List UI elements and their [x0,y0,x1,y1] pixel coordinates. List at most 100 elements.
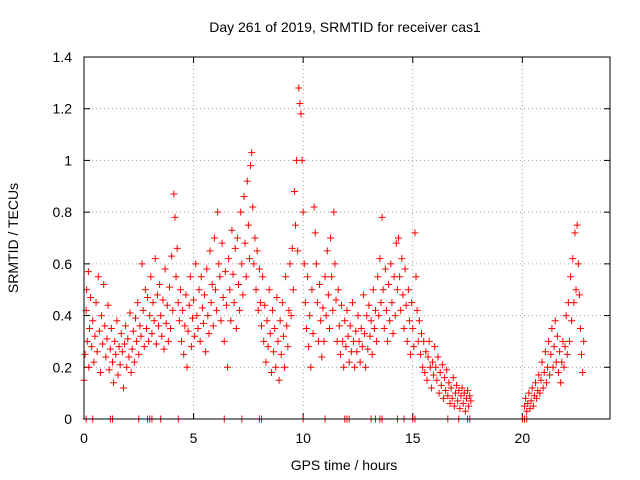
data-point [407,350,415,358]
data-point [106,345,114,353]
data-point [467,397,475,405]
data-point [450,402,458,410]
data-point [215,260,223,268]
data-point [408,299,416,307]
data-point [550,343,558,351]
data-point [545,337,553,345]
data-point [430,371,438,379]
data-point [244,221,252,229]
data-point [575,291,583,299]
plot-frame [83,56,611,420]
data-point [124,335,132,343]
data-point [548,325,556,332]
data-point [148,330,156,338]
y-tick-label: 0.4 [53,308,73,324]
data-point [243,177,251,185]
data-point [250,260,258,268]
data-point [265,286,273,294]
data-point [178,337,186,345]
data-point [181,322,189,330]
data-points [80,84,588,423]
data-point [366,332,374,340]
data-point [384,337,392,345]
data-point [363,312,371,320]
data-point [392,239,400,247]
data-point [196,337,204,345]
data-point [358,343,366,351]
data-point [230,299,238,307]
data-point [146,312,154,320]
data-point [272,363,280,371]
data-point [563,350,571,358]
data-point [459,399,467,407]
data-point [310,203,318,211]
data-point [409,325,417,332]
data-point [176,286,184,294]
data-point [439,394,447,402]
data-point [558,358,566,366]
data-point [214,208,222,216]
data-point [268,306,276,314]
data-point [153,291,161,299]
data-point [313,299,321,307]
data-point [449,374,457,382]
data-point [172,273,180,281]
data-point [141,286,149,294]
data-point [145,337,153,345]
data-point [416,350,424,358]
data-point [537,376,545,384]
data-point [324,291,332,299]
data-point [95,327,103,335]
data-point [136,322,144,330]
data-point [442,387,450,395]
data-point [397,306,405,314]
data-point [187,343,195,351]
data-point [128,345,136,353]
data-point [362,363,370,371]
data-point [329,306,337,314]
data-point [245,255,253,263]
data-point [231,244,239,252]
data-point [226,286,234,294]
data-point [236,306,244,314]
data-point [105,366,113,374]
data-point [527,397,535,405]
data-point [262,358,270,366]
data-point [228,226,236,234]
data-point [341,317,349,325]
data-point [99,340,107,348]
data-point [441,374,449,382]
data-point [204,312,212,320]
data-point [213,306,221,314]
data-point [91,332,99,340]
data-point [83,337,91,345]
data-point [379,286,387,294]
data-point [108,358,116,366]
data-point [365,301,373,309]
data-point [344,332,352,340]
data-point [277,350,285,358]
data-point [225,255,233,263]
data-point [123,363,131,371]
data-point [433,376,441,384]
data-point [434,353,442,361]
data-point [342,343,350,351]
data-point [150,317,158,325]
data-point [319,304,327,312]
data-point [391,312,399,320]
data-point [444,392,452,400]
data-point [107,325,115,332]
data-point [399,291,407,299]
data-point [376,255,384,263]
data-point [222,301,230,309]
data-point [328,273,336,281]
data-point [316,281,324,289]
data-point [355,337,363,345]
data-point [193,312,201,320]
data-point [579,368,587,376]
x-tick-label: 15 [405,430,421,446]
data-point [165,283,173,291]
data-point [311,229,319,237]
data-point [410,343,418,351]
